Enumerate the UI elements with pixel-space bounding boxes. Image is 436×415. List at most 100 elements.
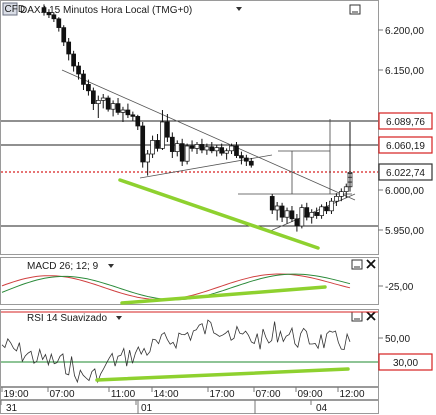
close-icon[interactable] — [366, 259, 376, 269]
candle-body — [51, 14, 57, 20]
price-box — [378, 112, 433, 130]
rsi-y-tick: 50,00 — [385, 334, 410, 345]
time-label: 07:00 — [49, 389, 74, 400]
candle-body — [329, 200, 334, 212]
divergence-line-price — [118, 178, 320, 250]
candle-body — [95, 100, 101, 104]
candle-body — [86, 84, 91, 92]
candle-body — [81, 73, 86, 85]
candle-body — [229, 145, 234, 152]
candle-body — [105, 97, 111, 110]
main-chart-title: DAX.I 15 Minutos Hora Local (TMG+0) — [20, 5, 192, 16]
candle-body — [135, 116, 141, 127]
candle-body — [125, 109, 131, 116]
candle-body — [145, 153, 150, 163]
candle-body — [189, 145, 195, 149]
maximize-icon[interactable] — [351, 311, 363, 322]
price-box-label: 6.089,76 — [386, 117, 425, 128]
candle-body — [155, 140, 160, 149]
candle-body — [204, 146, 210, 151]
candle-body — [294, 218, 300, 227]
time-label: 09:00 — [297, 389, 322, 400]
candle-body — [304, 207, 310, 218]
candle-body — [150, 140, 155, 155]
candle-body — [224, 150, 229, 154]
candle-body — [179, 143, 185, 162]
candle-body — [169, 136, 175, 152]
time-label: 19:00 — [3, 389, 28, 400]
candle-body — [214, 147, 220, 152]
maximize-icon[interactable] — [349, 4, 361, 15]
candle-body — [299, 207, 305, 227]
candle-body — [110, 103, 116, 110]
price-box — [378, 163, 433, 181]
candle-body — [309, 212, 315, 218]
candle-body — [347, 172, 353, 174]
macd-y-tick: -25,00 — [385, 282, 414, 293]
timeframe-label: 15 Minutos Hora Local (TMG+0) — [49, 5, 192, 16]
candle-body — [160, 121, 165, 149]
candle-body — [184, 145, 190, 162]
time-label: 12:00 — [339, 389, 364, 400]
candle-body — [41, 7, 47, 13]
date-label: 01 — [141, 403, 153, 414]
y-tick-label: 6.200,00 — [385, 26, 424, 37]
candle-body — [343, 186, 349, 192]
candle-body — [319, 206, 324, 216]
rsi-title: RSI 14 Suavizado — [27, 313, 107, 324]
rsi-panel — [0, 309, 379, 387]
instrument-name: DAX.I — [20, 5, 46, 16]
downtrend-line — [61, 69, 356, 201]
candle-body — [269, 196, 275, 211]
candle-body — [289, 210, 295, 220]
candle-body — [284, 210, 290, 218]
divergence-line-rsi — [95, 367, 350, 382]
close-icon[interactable] — [366, 311, 376, 321]
candle-body — [324, 206, 329, 212]
rsi-line — [1, 319, 351, 384]
candle-body — [130, 114, 136, 117]
instrument-logo-icon — [2, 2, 18, 16]
y-tick-label: 6.000,00 — [385, 186, 424, 197]
chevron-down-icon[interactable] — [116, 316, 122, 320]
chevron-down-icon[interactable] — [236, 7, 242, 11]
candle-body — [61, 27, 67, 43]
macd-title: MACD 26; 12; 9 — [27, 261, 99, 272]
candle-body — [120, 109, 126, 113]
time-label: 17:00 — [209, 389, 234, 400]
price-box-label: 6.060,19 — [386, 141, 425, 152]
candle-body — [314, 212, 319, 216]
candle-body — [334, 196, 339, 202]
candle-body — [248, 160, 254, 166]
instrument-logo-text: CFD — [5, 4, 26, 15]
candle-body — [244, 157, 249, 162]
candle-body — [71, 53, 76, 67]
candle-body — [91, 90, 96, 104]
date-axis — [0, 400, 379, 414]
candle-body — [46, 12, 52, 16]
candle-body — [76, 65, 81, 75]
candle-body — [194, 144, 200, 149]
candle-body — [338, 191, 344, 197]
y-tick-label: 6.150,00 — [385, 66, 424, 77]
time-label: 11:00 — [111, 389, 136, 400]
price-box — [378, 136, 433, 154]
candle-body — [274, 205, 280, 211]
maximize-icon[interactable] — [351, 259, 363, 270]
candle-body — [234, 145, 239, 156]
candle-body — [219, 147, 225, 154]
rsi-level-box — [378, 353, 433, 371]
candle-body — [115, 103, 121, 113]
candle-body — [165, 121, 170, 138]
candle-body — [56, 18, 62, 28]
time-label: 14:00 — [153, 389, 178, 400]
candle-body — [279, 205, 285, 218]
divergence-line-macd — [120, 285, 327, 305]
chevron-down-icon[interactable] — [108, 264, 114, 268]
candle-body — [66, 41, 72, 55]
y-tick-label: 5.950,00 — [385, 226, 424, 237]
date-label: 04 — [316, 403, 328, 414]
date-label: 31 — [6, 403, 18, 414]
